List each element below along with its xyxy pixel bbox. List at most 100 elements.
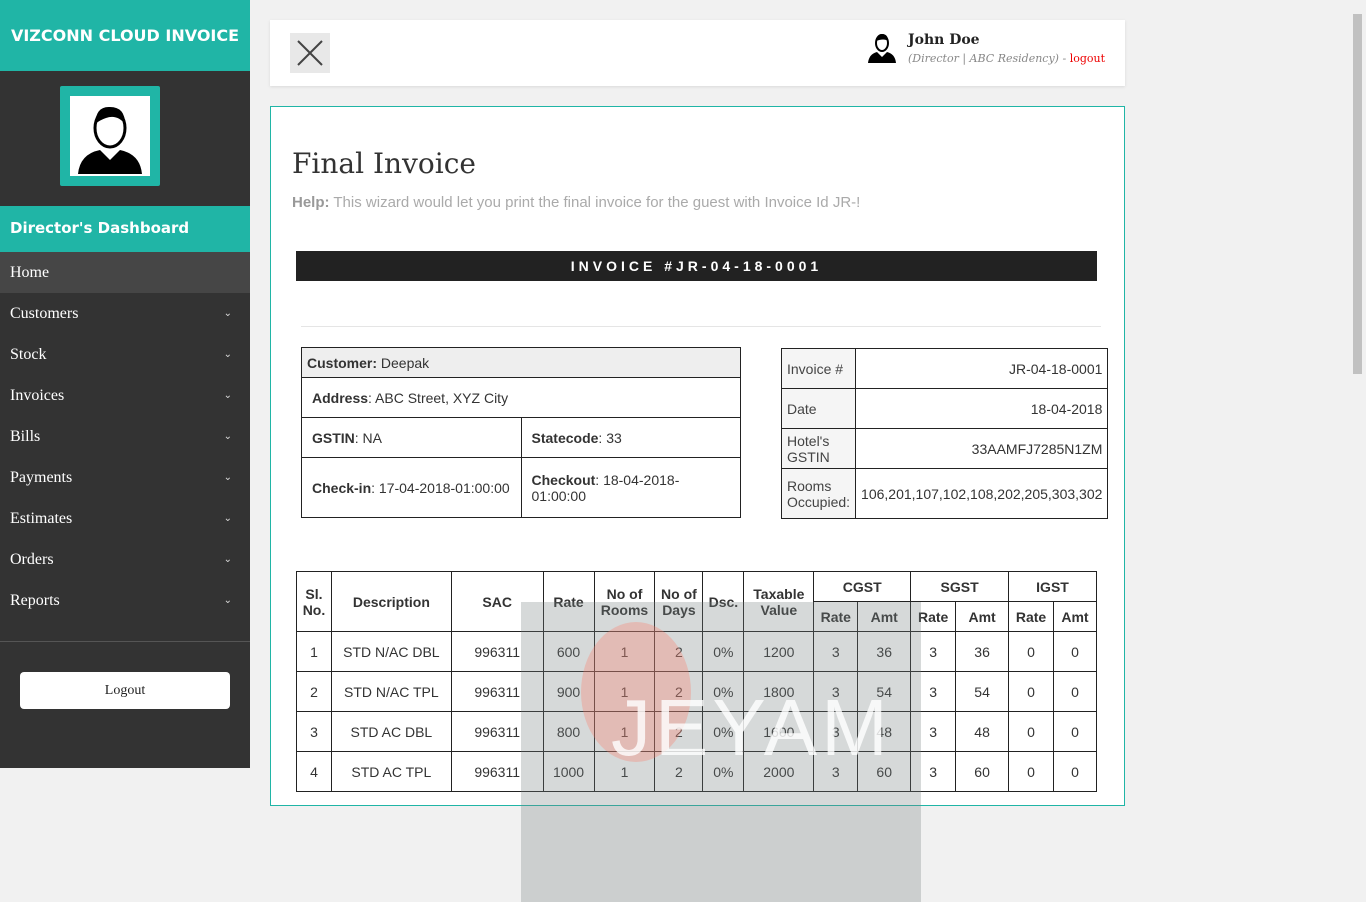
col-cgst-amt: Amt bbox=[857, 601, 912, 632]
col-sgst-amt: Amt bbox=[955, 601, 1010, 632]
table-cell: 996311 bbox=[450, 671, 544, 712]
table-cell: 60 bbox=[955, 751, 1010, 792]
table-cell: 3 bbox=[910, 671, 957, 712]
table-cell: 2 bbox=[654, 711, 704, 752]
col-sgst-rate: Rate bbox=[910, 601, 957, 632]
page-title: Final Invoice bbox=[292, 147, 476, 180]
table-cell: 1 bbox=[593, 631, 656, 672]
col-cgst: CGST bbox=[813, 571, 912, 602]
sidebar-item-reports[interactable]: Reports ⌄ bbox=[0, 580, 250, 621]
table-cell: 48 bbox=[955, 711, 1010, 752]
sidebar-logout-button[interactable]: Logout bbox=[20, 672, 230, 709]
sidebar-item-bills[interactable]: Bills ⌄ bbox=[0, 416, 250, 457]
sidebar-item-payments[interactable]: Payments ⌄ bbox=[0, 457, 250, 498]
sidebar-item-home[interactable]: Home bbox=[0, 252, 250, 293]
table-cell: 2 bbox=[654, 631, 704, 672]
table-cell: 1800 bbox=[743, 671, 815, 712]
table-cell: 996311 bbox=[450, 711, 544, 752]
table-cell: 2 bbox=[296, 671, 332, 712]
table-cell: 3 bbox=[910, 631, 957, 672]
customer-name: Customer: Deepak bbox=[301, 347, 741, 378]
table-cell: 54 bbox=[955, 671, 1010, 712]
page-scrollbar[interactable] bbox=[1349, 0, 1366, 768]
table-cell: 1 bbox=[593, 711, 656, 752]
top-bar: John Doe (Director | ABC Residency) - lo… bbox=[270, 20, 1125, 86]
check-in: Check-in: 17-04-2018-01:00:00 bbox=[301, 457, 522, 518]
sidebar-item-label: Customers bbox=[10, 304, 79, 322]
sidebar-item-invoices[interactable]: Invoices ⌄ bbox=[0, 375, 250, 416]
table-cell: 0 bbox=[1008, 711, 1054, 752]
table-cell: 0% bbox=[702, 631, 745, 672]
customer-address: Address: ABC Street, XYZ City bbox=[301, 377, 741, 418]
help-label: Help: bbox=[292, 194, 330, 211]
table-cell: 2 bbox=[654, 671, 704, 712]
sidebar-item-customers[interactable]: Customers ⌄ bbox=[0, 293, 250, 334]
chevron-down-icon: ⌄ bbox=[223, 554, 232, 565]
close-icon bbox=[297, 40, 323, 66]
user-name: John Doe bbox=[908, 32, 980, 48]
invoice-banner: INVOICE #JR-04-18-0001 bbox=[296, 251, 1097, 281]
table-cell: 800 bbox=[542, 711, 595, 752]
chevron-down-icon: ⌄ bbox=[223, 390, 232, 401]
close-sidebar-button[interactable] bbox=[290, 33, 330, 73]
table-cell: 1 bbox=[296, 631, 332, 672]
table-cell: 2 bbox=[654, 751, 704, 792]
table-cell: 3 bbox=[910, 751, 957, 792]
table-cell: 600 bbox=[542, 631, 595, 672]
col-taxable: Taxable Value bbox=[743, 571, 815, 632]
table-cell: 0 bbox=[1052, 751, 1098, 792]
table-cell: STD N/AC DBL bbox=[330, 631, 452, 672]
chevron-down-icon: ⌄ bbox=[223, 472, 232, 483]
col-sac: SAC bbox=[450, 571, 544, 632]
table-cell: 0% bbox=[702, 711, 745, 752]
table-cell: 4 bbox=[296, 751, 332, 792]
table-cell: 0 bbox=[1052, 671, 1098, 712]
profile-avatar bbox=[60, 86, 160, 186]
divider bbox=[301, 326, 1101, 327]
sidebar-item-label: Payments bbox=[10, 468, 73, 486]
sidebar-item-label: Orders bbox=[10, 550, 54, 568]
col-days: No of Days bbox=[654, 571, 704, 632]
table-cell: 1200 bbox=[743, 631, 815, 672]
help-body: This wizard would let you print the fina… bbox=[329, 194, 861, 211]
sidebar-item-orders[interactable]: Orders ⌄ bbox=[0, 539, 250, 580]
table-cell: 1 bbox=[593, 671, 656, 712]
table-cell: 36 bbox=[955, 631, 1010, 672]
col-rate: Rate bbox=[542, 571, 595, 632]
table-cell: 3 bbox=[813, 751, 859, 792]
scrollbar-thumb[interactable] bbox=[1353, 14, 1362, 374]
table-cell: 54 bbox=[857, 671, 912, 712]
table-cell: 996311 bbox=[450, 751, 544, 792]
sidebar-item-label: Invoices bbox=[10, 386, 65, 404]
table-row: 4 STD AC TPL 996311 1000 1 2 0% 2000 3 60 3 60 0 0 bbox=[296, 751, 1098, 792]
table-cell: 3 bbox=[813, 631, 859, 672]
table-row: 1 STD N/AC DBL 996311 600 1 2 0% 1200 3 36 3 36 0 0 bbox=[296, 631, 1098, 672]
table-cell: 48 bbox=[857, 711, 912, 752]
col-description: Description bbox=[330, 571, 452, 632]
chevron-down-icon: ⌄ bbox=[223, 349, 232, 360]
help-text: Help: This wizard would let you print th… bbox=[292, 194, 860, 211]
sidebar-item-label: Home bbox=[10, 263, 50, 281]
sidebar-item-stock[interactable]: Stock ⌄ bbox=[0, 334, 250, 375]
table-row: 2 STD N/AC TPL 996311 900 1 2 0% 1800 3 54 3 54 0 0 bbox=[296, 671, 1098, 712]
table-cell: STD N/AC TPL bbox=[330, 671, 452, 712]
table-cell: 0 bbox=[1008, 631, 1054, 672]
sidebar-item-estimates[interactable]: Estimates ⌄ bbox=[0, 498, 250, 539]
table-cell: 3 bbox=[296, 711, 332, 752]
table-row: 3 STD AC DBL 996311 800 1 2 0% 1600 3 48 3 48 0 0 bbox=[296, 711, 1098, 752]
table-cell: 0 bbox=[1008, 751, 1054, 792]
chevron-down-icon: ⌄ bbox=[223, 595, 232, 606]
rooms-occupied: 106,201,107,102,108,202,205,303,302 bbox=[855, 468, 1109, 519]
table-cell: 0% bbox=[702, 751, 745, 792]
table-cell: 2000 bbox=[743, 751, 815, 792]
logout-link[interactable]: logout bbox=[1069, 52, 1105, 65]
col-sl: Sl. No. bbox=[296, 571, 332, 632]
col-sgst: SGST bbox=[910, 571, 1010, 602]
col-igst-amt: Amt bbox=[1052, 601, 1098, 632]
sidebar-divider bbox=[0, 641, 250, 642]
sidebar: VIZCONN CLOUD INVOICE Director's Dashboa… bbox=[0, 0, 250, 768]
sidebar-item-label: Stock bbox=[10, 345, 47, 363]
chevron-down-icon: ⌄ bbox=[223, 513, 232, 524]
customer-statecode: Statecode: 33 bbox=[520, 417, 741, 458]
sidebar-item-label: Bills bbox=[10, 427, 41, 445]
